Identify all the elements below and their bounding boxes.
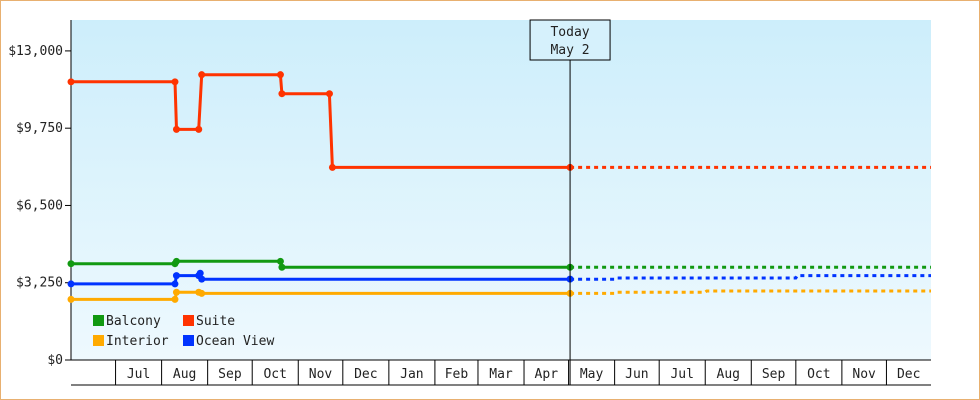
legend-swatch <box>183 315 194 326</box>
series-point-ocean-view <box>198 275 206 283</box>
series-line-ocean-view <box>71 274 571 286</box>
y-tick-label: $6,500 <box>16 198 63 213</box>
series-point-suite <box>195 125 203 133</box>
plot-background <box>71 20 931 360</box>
series-point-suite <box>276 71 284 79</box>
series-line-balcony <box>71 259 571 269</box>
today-date: May 2 <box>550 43 589 58</box>
series-projection-ocean-view <box>570 274 931 281</box>
series-point-balcony <box>172 257 180 265</box>
x-tick-label: Dec <box>354 367 377 382</box>
axes: $0 $3,250 $6,500 $9,750 $13,000 Jul Aug Sep Oct N… <box>8 20 931 386</box>
x-tick-label: Jan <box>400 367 423 382</box>
series-point-suite <box>172 125 180 133</box>
legend-label: Balcony <box>106 314 161 329</box>
x-tick-label: Dec <box>897 367 920 382</box>
x-tick-label: Oct <box>807 367 830 382</box>
x-tick-label: Apr <box>535 367 559 382</box>
series-point-suite <box>171 78 179 86</box>
series-layer <box>67 71 931 303</box>
legend: Balcony Suite Interior Ocean View <box>93 314 274 349</box>
series-point-balcony <box>67 260 75 268</box>
x-tick-label: Jul <box>670 367 693 382</box>
x-tick-label: Jun <box>625 367 648 382</box>
legend-swatch <box>183 335 194 346</box>
series-point-balcony <box>278 263 286 271</box>
legend-swatch <box>93 335 104 346</box>
series-point-ocean-view <box>172 272 180 280</box>
series-point-suite <box>328 163 336 171</box>
series-point-suite <box>67 78 75 86</box>
y-tick-label: $13,000 <box>8 44 63 59</box>
today-box <box>529 19 611 61</box>
series-point-suite <box>278 90 286 98</box>
series-point-interior <box>67 295 75 303</box>
x-tick-label: Sep <box>218 367 242 382</box>
x-tick-label: May <box>580 367 604 382</box>
y-tick-label: $9,750 <box>16 121 63 136</box>
series-projection-interior <box>570 289 931 295</box>
series-point-interior <box>172 288 180 296</box>
series-point-suite <box>325 90 333 98</box>
x-tick-label: Aug <box>717 367 740 382</box>
x-tick-label: Oct <box>263 367 286 382</box>
series-point-interior <box>171 295 179 303</box>
legend-label: Suite <box>196 314 235 329</box>
legend-swatch <box>93 315 104 326</box>
series-point-ocean-view <box>171 280 179 288</box>
legend-label: Interior <box>106 334 169 349</box>
legend-label: Ocean View <box>196 334 274 349</box>
x-tick-label: Nov <box>852 367 876 382</box>
y-tick-label: $0 <box>47 353 63 368</box>
y-tick-label: $3,250 <box>16 276 63 291</box>
x-tick-label: Mar <box>489 367 513 382</box>
today-marker: Today May 2 <box>529 19 611 385</box>
series-point-ocean-view <box>196 269 204 277</box>
series-line-suite <box>71 73 571 169</box>
x-tick-label: Nov <box>309 367 333 382</box>
series-point-balcony <box>276 257 284 265</box>
series-point-suite <box>198 71 206 79</box>
series-point-ocean-view <box>67 280 75 288</box>
x-tick-label: Sep <box>762 367 786 382</box>
series-point-interior <box>198 289 206 297</box>
series-line-interior <box>71 290 571 301</box>
today-label: Today <box>550 25 589 40</box>
x-tick-label: Jul <box>127 367 150 382</box>
x-tick-label: Aug <box>173 367 196 382</box>
x-tick-label: Feb <box>445 367 469 382</box>
